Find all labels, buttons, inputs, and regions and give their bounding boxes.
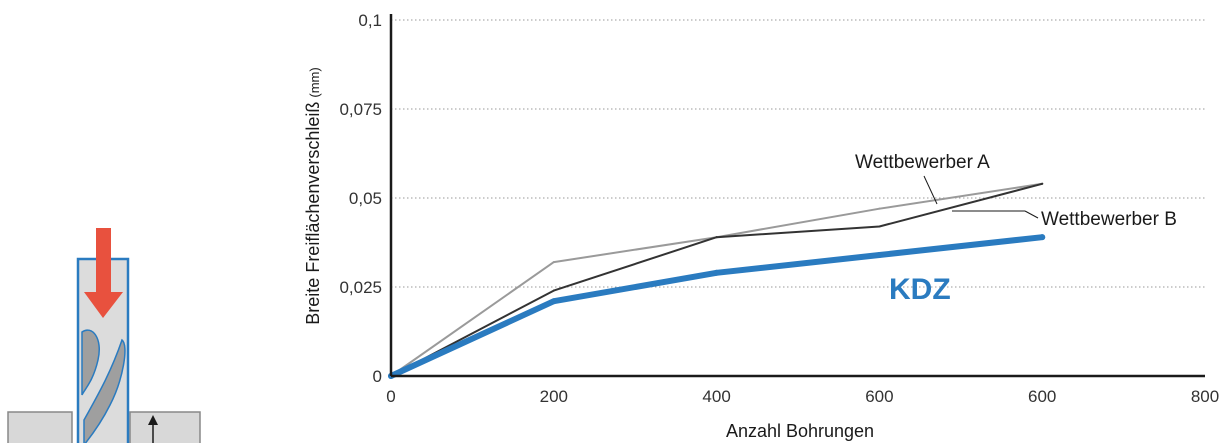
- drill-illustration: [7, 228, 201, 443]
- series-a-callout-line: [923, 175, 938, 205]
- series-point-3: [550, 298, 557, 305]
- x-tick-label: 200: [540, 387, 568, 406]
- depth-measure-arrowhead: [148, 415, 158, 425]
- series-point-3: [713, 269, 720, 276]
- chart-gridlines: [391, 19, 1205, 288]
- series-point-2: [878, 225, 881, 228]
- series-a-label: Wettbewerber A: [855, 152, 990, 173]
- series-point-1: [878, 207, 881, 210]
- series-point-3: [876, 251, 883, 258]
- y-axis-title-text: Breite Freiflächenverschleiß: [303, 102, 323, 325]
- y-axis-title: Breite Freiflächenverschleiß (mm): [303, 67, 323, 324]
- series-point-2: [552, 289, 555, 292]
- series-b-callout-line-2: [1024, 210, 1039, 219]
- chart-axes: [389, 14, 1205, 378]
- x-tick-label: 0: [386, 387, 395, 406]
- series-point-3: [1039, 234, 1046, 241]
- y-tick-label: 0,1: [358, 11, 382, 30]
- x-tick-label: 400: [702, 387, 730, 406]
- chart-tick-labels: 0 0,025 0,05 0,075 0,1 0 200 400 600 600 800: [339, 11, 1219, 406]
- y-tick-label: 0,05: [349, 189, 382, 208]
- series-kdz-label: KDZ: [889, 273, 951, 306]
- x-axis-title: Anzahl Bohrungen: [726, 421, 874, 441]
- y-tick-label: 0: [373, 367, 382, 386]
- y-axis-unit: (mm): [307, 67, 322, 97]
- feed-arrow-shaft: [96, 228, 111, 298]
- series-point-2: [1041, 182, 1044, 185]
- workpiece-right-block: [129, 411, 201, 443]
- x-tick-label: 600: [865, 387, 893, 406]
- series-point-1: [552, 261, 555, 264]
- y-tick-label: 0,025: [339, 278, 382, 297]
- x-tick-label: 800: [1191, 387, 1219, 406]
- y-tick-label: 0,075: [339, 100, 382, 119]
- series-point-2: [715, 236, 718, 239]
- series-b-label: Wettbewerber B: [1041, 209, 1177, 230]
- drill-flute-1: [81, 329, 100, 396]
- chart-series: [388, 182, 1046, 379]
- workpiece-left-block: [7, 411, 73, 443]
- drill-flute-2: [83, 338, 126, 443]
- x-tick-label: 600: [1028, 387, 1056, 406]
- feed-arrow-head: [84, 292, 123, 318]
